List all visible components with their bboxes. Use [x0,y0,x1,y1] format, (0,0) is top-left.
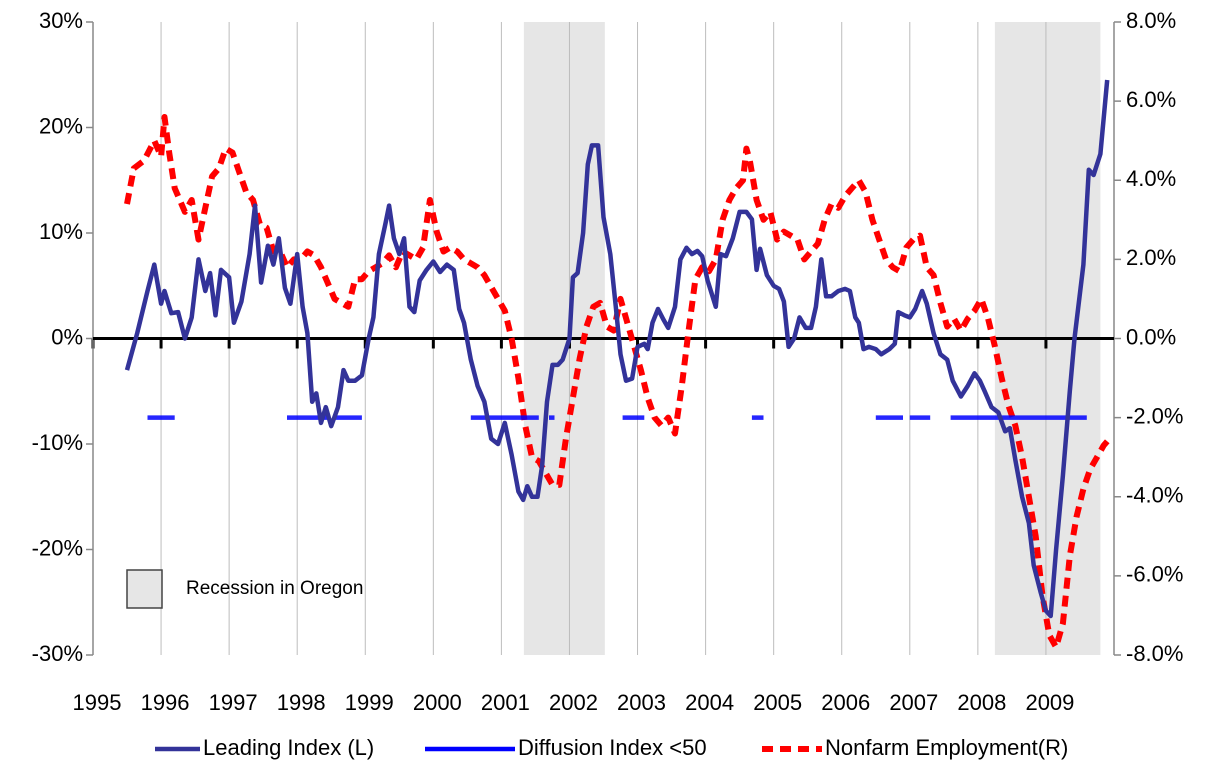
x-tick-label: 2001 [481,690,530,715]
x-tick-label: 1998 [277,690,326,715]
series-line [124,114,1113,651]
x-tick-label: 2008 [957,690,1006,715]
x-tick-label: 2000 [413,690,462,715]
y-tick-label: 0% [51,324,83,349]
x-tick-label: 1996 [141,690,190,715]
y-tick-label: -10% [32,430,83,455]
x-tick-label: 2002 [549,690,598,715]
legend-label: Leading Index (L) [203,735,374,760]
y-tick-label: -20% [32,535,83,560]
legend-label: Nonfarm Employment(R) [825,735,1068,760]
y-tick-label: 30% [39,8,83,33]
x-tick-label: 2006 [821,690,870,715]
y-tick-label: -30% [32,641,83,666]
x-tick-label: 2009 [1025,690,1074,715]
x-tick-label: 1999 [345,690,394,715]
x-tick-label: 1995 [73,690,122,715]
recession-legend-swatch [126,569,163,609]
y2-tick-label: -8.0% [1126,641,1183,666]
y2-tick-label: 8.0% [1126,8,1176,33]
x-tick-label: 2004 [685,690,734,715]
y2-tick-label: -4.0% [1126,483,1183,508]
legend-label: Diffusion Index <50 [518,735,707,760]
y2-tick-label: 0.0% [1126,324,1176,349]
y2-tick-label: -2.0% [1126,403,1183,428]
y2-tick-label: 2.0% [1126,245,1176,270]
x-tick-label: 1997 [209,690,258,715]
y-tick-label: 20% [39,113,83,138]
y2-tick-label: 4.0% [1126,166,1176,191]
series-line [124,79,1110,619]
y2-tick-label: -6.0% [1126,562,1183,587]
x-tick-label: 2007 [889,690,938,715]
x-tick-label: 2005 [753,690,802,715]
y2-tick-label: 6.0% [1126,87,1176,112]
recession-legend-label: Recession in Oregon [186,578,363,599]
y-tick-label: 10% [39,219,83,244]
x-tick-label: 2003 [617,690,666,715]
